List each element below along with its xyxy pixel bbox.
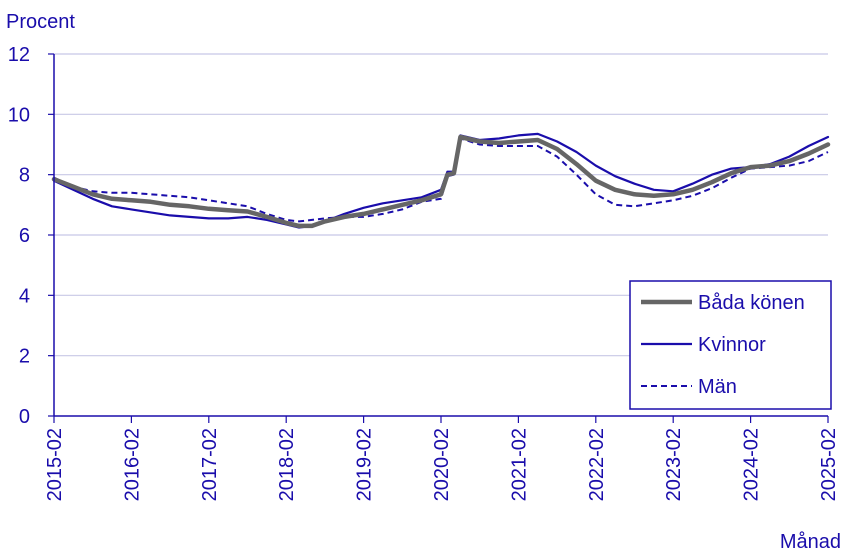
x-tick-label: 2024-02 <box>741 428 763 501</box>
x-tick-label: 2019-02 <box>354 428 376 501</box>
series-line-man <box>53 137 829 223</box>
y-axis-title: Procent <box>6 11 75 33</box>
y-tick-label: 12 <box>8 44 30 66</box>
y-tick-label: 8 <box>19 165 30 187</box>
x-tick-label: 2018-02 <box>276 428 298 501</box>
x-tick-label: 2022-02 <box>586 428 608 501</box>
y-tick-labels: 0 2 4 6 8 10 12 <box>8 44 54 428</box>
legend-label: Kvinnor <box>698 334 766 356</box>
series-line-bada-konen <box>51 134 831 229</box>
legend-label: Båda könen <box>698 292 805 314</box>
y-tick-label: 0 <box>19 406 30 428</box>
y-tick-label: 10 <box>8 104 30 126</box>
x-tick-label: 2017-02 <box>199 428 221 501</box>
x-tick-label: 2023-02 <box>663 428 685 501</box>
y-tick-label: 4 <box>19 285 30 307</box>
x-tick-label: 2016-02 <box>121 428 143 501</box>
y-tick-label: 2 <box>19 346 30 368</box>
x-tick-labels: 2015-02 2016-02 2017-02 2018-02 2019-02 2020-… <box>44 416 840 501</box>
x-axis-title: Månad <box>780 531 841 553</box>
data-series <box>51 132 831 229</box>
legend: Båda könen Kvinnor Män <box>629 280 832 410</box>
legend-label: Män <box>698 376 737 398</box>
x-tick-label: 2025-02 <box>818 428 840 501</box>
y-tick-label: 6 <box>19 225 30 247</box>
x-tick-label: 2020-02 <box>431 428 453 501</box>
x-tick-label: 2015-02 <box>44 428 66 501</box>
x-tick-label: 2021-02 <box>508 428 530 501</box>
